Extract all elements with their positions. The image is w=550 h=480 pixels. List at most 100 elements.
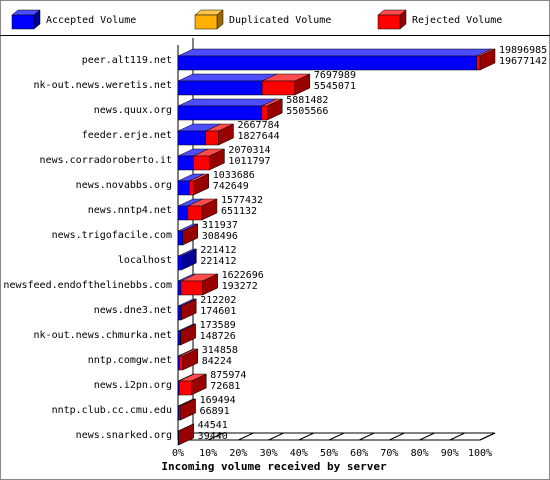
y-tick-label: localhost — [118, 255, 172, 266]
total-label: 7697989 — [314, 70, 356, 81]
x-tick — [207, 432, 224, 441]
bar — [177, 180, 190, 196]
value-label: 148726 — [200, 331, 236, 342]
y-tick-label: newsfeed.endofthelinebbs.com — [3, 280, 172, 291]
bar — [177, 280, 182, 296]
x-tick-label: 10% — [199, 448, 217, 459]
y-tick-label: nntp.comgw.net — [88, 355, 172, 366]
bar-top — [177, 48, 492, 57]
legend-label: Duplicated Volume — [229, 15, 331, 26]
y-tick-label: news.trigofacile.com — [52, 230, 172, 241]
value-label: 1011797 — [228, 156, 270, 167]
legend-swatch — [194, 14, 218, 30]
value-label: 193272 — [222, 281, 258, 292]
x-axis-title: Incoming volume received by server — [161, 460, 387, 473]
x-tick — [389, 432, 405, 441]
value-label: 221412 — [200, 256, 236, 267]
x-tick — [449, 432, 466, 441]
total-label: 212202 — [200, 295, 236, 306]
value-label: 651132 — [221, 206, 257, 217]
x-tick-label: 90% — [441, 448, 459, 459]
legend-label: Rejected Volume — [412, 15, 502, 26]
y-tick-label: news.snarked.org — [76, 430, 172, 441]
bar — [187, 205, 203, 221]
x-tick — [268, 432, 284, 441]
total-label: 2070314 — [228, 145, 270, 156]
value-label: 1827644 — [237, 131, 279, 142]
bar — [177, 55, 477, 71]
bar — [177, 80, 263, 96]
y-tick-label: peer.alt119.net — [82, 55, 172, 66]
x-tick-label: 80% — [411, 448, 429, 459]
x-tick — [238, 432, 254, 441]
bar — [180, 305, 182, 321]
value-label: 84224 — [202, 356, 232, 367]
bar — [205, 130, 219, 146]
value-label: 5545071 — [314, 81, 356, 92]
y-tick-label: news.quux.org — [94, 105, 172, 116]
bar — [177, 105, 262, 121]
total-label: 314858 — [202, 345, 238, 356]
x-tick-label: 0% — [172, 448, 184, 459]
value-label: 66891 — [200, 406, 230, 417]
legend-swatch — [11, 14, 35, 30]
bar — [179, 355, 184, 371]
total-label: 173589 — [200, 320, 236, 331]
x-tick — [328, 432, 345, 441]
bar — [177, 155, 194, 171]
bar — [261, 80, 296, 96]
bar — [177, 205, 189, 221]
bar — [177, 230, 183, 246]
total-label: 2667784 — [237, 120, 279, 131]
bar — [180, 280, 203, 296]
y-tick-label: nntp.club.cc.cmu.edu — [52, 405, 172, 416]
bar — [261, 105, 268, 121]
total-label: 875974 — [210, 370, 246, 381]
total-label: 5881482 — [286, 95, 328, 106]
bar-top — [177, 98, 277, 107]
bar — [178, 380, 192, 396]
total-label: 19896985 — [499, 45, 547, 56]
value-label: 5505566 — [286, 106, 328, 117]
value-label: 742649 — [213, 181, 249, 192]
total-label: 1033686 — [213, 170, 255, 181]
bar — [189, 180, 194, 196]
value-label: 308496 — [202, 231, 238, 242]
bar — [178, 405, 181, 421]
x-tick-label: 40% — [290, 448, 308, 459]
bar — [177, 305, 181, 321]
x-tick — [298, 432, 315, 441]
total-label: 221412 — [200, 245, 236, 256]
bar — [177, 130, 206, 146]
x-tick-label: 60% — [350, 448, 368, 459]
value-label: 174601 — [200, 306, 236, 317]
total-label: 169494 — [200, 395, 236, 406]
x-tick-label: 70% — [380, 448, 398, 459]
y-tick-label: feeder.erje.net — [82, 130, 172, 141]
y-tick-label: news.novabbs.org — [76, 180, 172, 191]
x-tick-label: 50% — [320, 448, 338, 459]
y-tick-label: news.nntp4.net — [88, 205, 172, 216]
y-tick-label: nk-out.news.chmurka.net — [34, 330, 172, 341]
y-tick-label: news.i2pn.org — [94, 380, 172, 391]
bar-top — [177, 73, 278, 82]
total-label: 44541 — [198, 420, 228, 431]
value-label: 39440 — [198, 431, 228, 442]
x-tick-label: 30% — [260, 448, 278, 459]
bar — [476, 55, 481, 71]
x-tick — [419, 432, 435, 441]
y-tick-label: nk-out.news.weretis.net — [34, 80, 172, 91]
total-label: 1577432 — [221, 195, 263, 206]
legend-swatch — [377, 14, 401, 30]
bar — [193, 155, 210, 171]
x-tick-label: 100% — [468, 448, 492, 459]
bar — [177, 330, 181, 346]
total-label: 1622696 — [222, 270, 264, 281]
total-label: 311937 — [202, 220, 238, 231]
y-tick-label: news.dne3.net — [94, 305, 172, 316]
value-label: 19677142 — [499, 56, 547, 67]
y-tick-label: news.corradoroberto.it — [40, 155, 172, 166]
legend-label: Accepted Volume — [46, 15, 136, 26]
x-tick — [479, 432, 496, 441]
